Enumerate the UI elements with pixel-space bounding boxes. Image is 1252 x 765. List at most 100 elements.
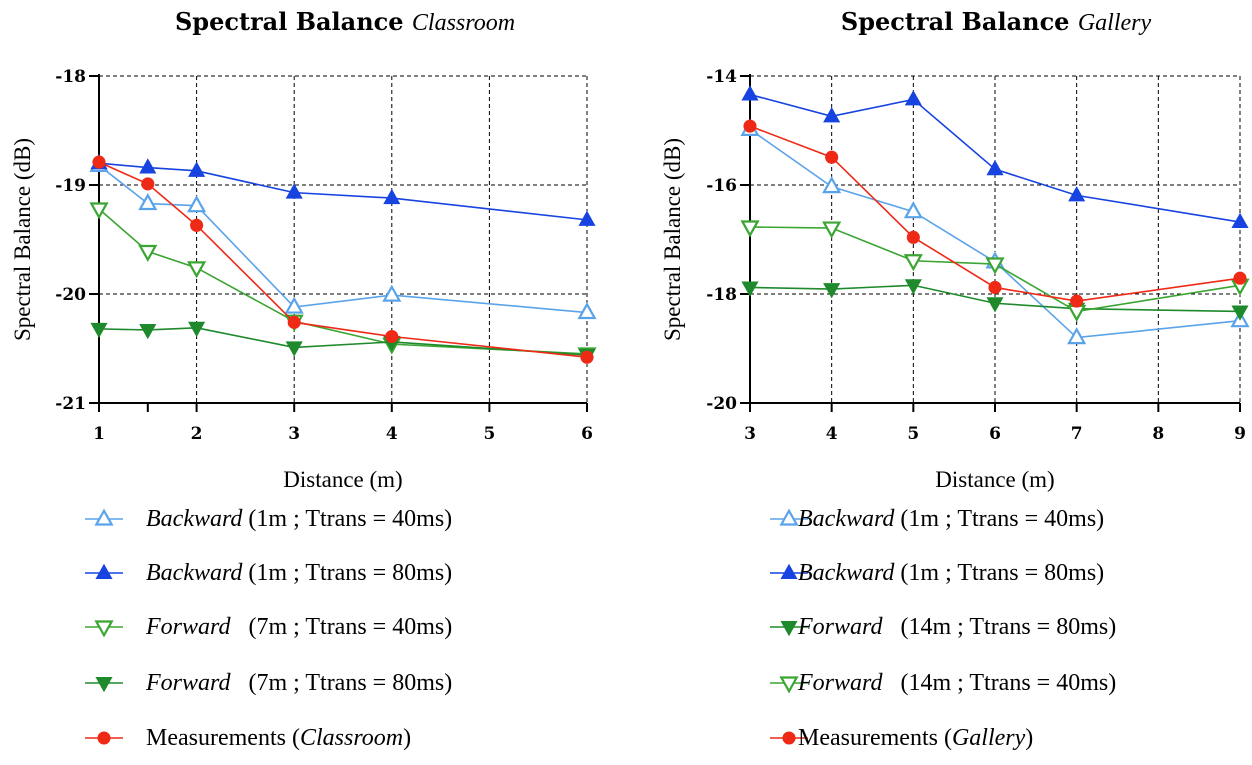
data-point: [382, 284, 402, 302]
legend-label: Backward (1m ; Ttrans = 40ms): [798, 506, 1104, 532]
legend-item: Forward (7m ; Ttrans = 40ms): [85, 614, 452, 640]
data-point: [1231, 305, 1249, 321]
data-point: [986, 297, 1004, 313]
data-point: [1067, 327, 1087, 345]
data-point: [741, 85, 759, 101]
data-point: [740, 220, 760, 238]
chart-title: Spectral Balance Classroom: [175, 7, 515, 36]
x-tick-label: 5: [483, 424, 495, 444]
data-point: [284, 296, 304, 314]
x-tick-label: 7: [1071, 424, 1083, 444]
legend-marker: [97, 731, 111, 745]
data-point: [1231, 212, 1249, 229]
series-line: [98, 326, 588, 356]
series-2: [90, 153, 596, 226]
series-line: [98, 161, 588, 359]
legend-item: Backward (1m ; Ttrans = 40ms): [85, 506, 452, 532]
chart-panel-2: Spectral Balance Gallery -20 -18 -16 -14 3 4 5 6…: [660, 7, 1250, 751]
data-point: [1233, 271, 1247, 285]
data-point: [823, 283, 841, 299]
data-point: [822, 176, 842, 194]
y-axis-label: Spectral Balance (dB): [10, 138, 35, 341]
legend-marker: [780, 621, 798, 637]
x-axis-label: Distance (m): [935, 467, 1054, 492]
legend-series-detail: (14m ; Ttrans = 80ms): [882, 614, 1116, 640]
legend-series-detail: (7m ; Ttrans = 40ms): [230, 614, 452, 640]
data-point: [577, 302, 597, 320]
legend-item: Backward (1m ; Ttrans = 80ms): [770, 560, 1104, 586]
y-tick-label: -18: [706, 285, 737, 305]
data-point: [188, 321, 206, 338]
data-point: [92, 155, 106, 169]
data-point: [823, 107, 841, 123]
legend-series-detail: (1m ; Ttrans = 80ms): [894, 560, 1104, 586]
legend-label: Forward (14m ; Ttrans = 80ms): [797, 614, 1116, 640]
legend-marker: [780, 563, 798, 579]
data-point: [139, 158, 157, 174]
x-tick-label: 3: [744, 424, 756, 444]
legend-label: Measurements (Gallery): [798, 725, 1033, 751]
legend-series-name: Forward: [797, 670, 883, 696]
series-line: [98, 162, 588, 221]
legend-series-name: Backward: [146, 506, 243, 532]
legend-series-name: Backward: [798, 506, 895, 532]
legend-label: Forward (7m ; Ttrans = 40ms): [145, 614, 452, 640]
legend-item: Backward (1m ; Ttrans = 40ms): [770, 506, 1104, 532]
x-axis-label: Distance (m): [283, 467, 402, 492]
legend-series-detail: (14m ; Ttrans = 40ms): [882, 670, 1116, 696]
legend-marker: [94, 508, 114, 526]
y-tick-label: -19: [55, 176, 86, 196]
data-point: [904, 279, 922, 295]
x-tick-label: 2: [191, 424, 203, 444]
legend-item: Measurements (Gallery): [770, 725, 1033, 751]
legend-item: Forward (7m ; Ttrans = 80ms): [85, 670, 452, 696]
chart-title: Spectral Balance Gallery: [841, 7, 1152, 36]
data-point: [385, 329, 399, 344]
data-point: [287, 315, 301, 329]
y-tick-label: -20: [706, 394, 737, 414]
data-point: [383, 188, 401, 205]
x-tick-label: 3: [288, 424, 300, 444]
legend-item: Forward (14m ; Ttrans = 80ms): [770, 614, 1116, 640]
y-tick-label: -20: [55, 285, 86, 305]
legend-series-name: Forward: [145, 670, 231, 696]
series-line: [749, 128, 1241, 339]
legend-series-detail: (7m ; Ttrans = 80ms): [230, 670, 452, 696]
series-4: [90, 321, 596, 365]
data-point: [138, 244, 158, 262]
y-tick-label: -14: [706, 67, 737, 87]
y-tick-label: -18: [55, 67, 86, 87]
legend-series-name: Measurements: [798, 725, 938, 751]
data-point: [580, 350, 594, 364]
data-point: [139, 323, 157, 340]
legend-series-detail: (1m ; Ttrans = 40ms): [242, 506, 452, 532]
series-3: [741, 279, 1249, 321]
data-point: [1070, 294, 1084, 308]
data-point: [903, 254, 923, 272]
chart-title-main: Spectral Balance: [175, 7, 412, 36]
chart-title-subtitle: Classroom: [412, 10, 515, 36]
legend-series-name: Forward: [797, 614, 883, 640]
data-point: [285, 341, 303, 357]
series-line: [749, 284, 1241, 313]
legend-series-name: Measurements: [146, 725, 286, 751]
x-tick-label: 4: [826, 424, 838, 444]
data-point: [1068, 186, 1086, 202]
legend-item: Backward (1m ; Ttrans = 80ms): [85, 560, 452, 586]
legend-label: Backward (1m ; Ttrans = 40ms): [146, 506, 452, 532]
data-point: [822, 221, 842, 239]
data-point: [138, 193, 158, 211]
x-tick-label: 6: [989, 424, 1001, 444]
data-point: [285, 183, 303, 199]
data-point: [906, 230, 920, 244]
series-3: [89, 202, 597, 365]
x-tick-label: 9: [1234, 424, 1246, 444]
legend-marker: [779, 508, 799, 526]
x-tick-label: 8: [1152, 424, 1164, 444]
data-point: [141, 177, 155, 191]
data-point: [985, 257, 1005, 275]
chart-title-main: Spectral Balance: [841, 7, 1078, 36]
y-axis-label: Spectral Balance (dB): [660, 138, 685, 341]
data-point: [578, 210, 596, 226]
y-tick-label: -21: [55, 394, 86, 414]
